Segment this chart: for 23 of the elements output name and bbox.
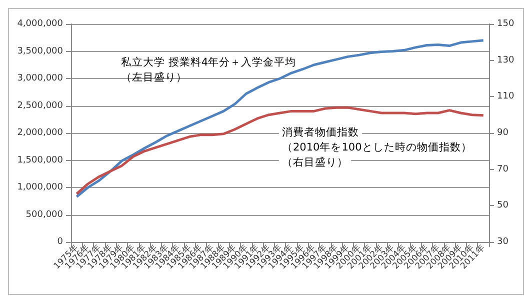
line-series [75,39,485,198]
y-tick-label: 2,000,000 [17,128,64,138]
annotation: 消費者物価指数 [282,126,359,138]
y2-tick-label: 150 [497,19,514,29]
y-tick-label: 3,500,000 [17,46,64,56]
annotation: （右目盛り） [282,156,348,168]
line-series [75,106,485,196]
y-tick-label: 1,500,000 [17,155,64,166]
y2-tick-label: 30 [497,237,509,247]
annotation: （左目盛り） [121,70,187,84]
y-tick-label: 2,500,000 [17,100,64,111]
y-tick-label: 3,000,000 [17,74,64,84]
annotation: 私立大学 授業料4年分＋入学金平均 [121,56,296,68]
y-tick-label: 500,000 [26,210,64,220]
y-tick-label: 4,000,000 [17,19,64,29]
y2-tick-label: 130 [497,55,514,66]
y2-tick-label: 70 [497,164,509,174]
y2-tick-label: 110 [497,92,514,102]
y2-tick-label: 90 [497,128,509,138]
y-tick-label: 1,000,000 [17,182,64,192]
annotation: （2010年を100とした時の物価指数） [282,140,472,154]
y2-tick-label: 50 [497,200,509,211]
y-tick-label: 0 [57,237,64,247]
